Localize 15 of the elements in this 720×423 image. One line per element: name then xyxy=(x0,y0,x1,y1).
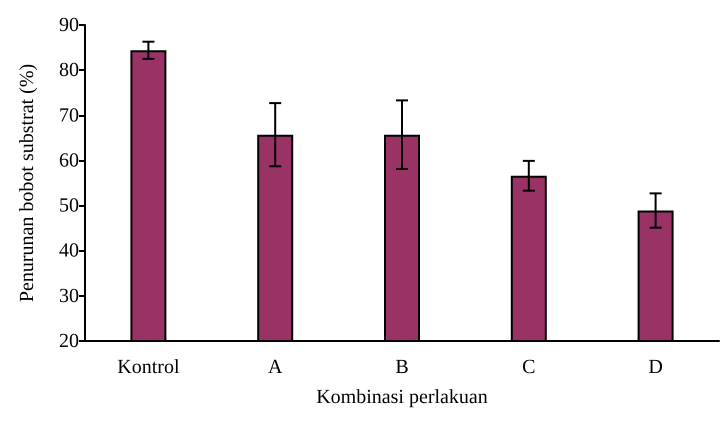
y-tick-label: 70 xyxy=(59,104,79,126)
y-tick-label: 50 xyxy=(59,194,79,217)
y-tick-label: 60 xyxy=(59,149,79,172)
y-tick-label: 20 xyxy=(59,330,79,352)
y-tick-label: 80 xyxy=(59,59,79,82)
y-tick-label: 40 xyxy=(59,240,79,262)
x-tick-label: C xyxy=(522,356,536,378)
x-tick-label: A xyxy=(268,356,283,378)
y-tick-label: 30 xyxy=(59,284,79,307)
x-tick-label: Kontrol xyxy=(117,356,180,378)
x-axis-title: Kombinasi perlakuan xyxy=(316,386,488,408)
x-tick-label: B xyxy=(395,356,409,378)
y-tick-label: 90 xyxy=(59,14,79,36)
x-tick-label: D xyxy=(648,356,663,378)
y-axis-title: Penurunan bobot substrat (%) xyxy=(16,64,38,302)
